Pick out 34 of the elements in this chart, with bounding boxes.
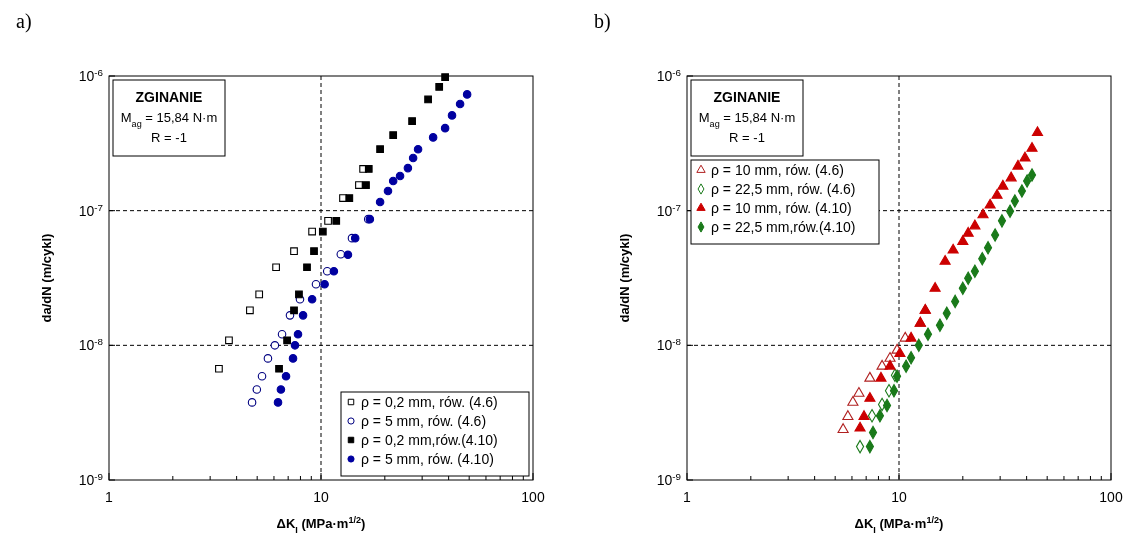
legend-label: ρ = 5 mm, rów. (4.10) [361, 451, 494, 467]
x-tick-label: 100 [1099, 489, 1123, 505]
x-tick-label: 100 [521, 489, 545, 505]
legend-label: ρ = 22,5 mm,rów.(4.10) [711, 219, 856, 235]
annotation: R = -1 [729, 130, 765, 145]
annotation: ZGINANIE [135, 89, 203, 105]
legend-label: ρ = 5 mm, rów. (4.6) [361, 413, 487, 429]
y-axis-title: da/dN (m/cykl) [39, 233, 54, 323]
x-tick-label: 10 [891, 489, 907, 505]
y-tick-label: 10$^{-6}$ [78, 66, 104, 84]
y-tick-label: 10$^{-9}$ [656, 470, 681, 488]
legend-label: ρ = 10 mm, rów. (4.10) [711, 200, 852, 216]
y-tick-label: 10$^{-8}$ [78, 335, 104, 354]
annotation: R = -1 [151, 130, 187, 145]
x-tick-label: 1 [683, 489, 692, 505]
legend-label: ρ = 10 mm, rów. (4.6) [711, 162, 844, 178]
legend-label: ρ = 0,2 mm, rów. (4.6) [361, 394, 498, 410]
legend-label: ρ = 0,2 mm,rów.(4.10) [361, 432, 498, 448]
y-tick-label: 10$^{-7}$ [656, 201, 681, 219]
chart-title: b) [594, 10, 611, 33]
chart-title: a) [16, 10, 32, 33]
y-tick-label: 10$^{-8}$ [656, 335, 682, 354]
y-tick-label: 10$^{-7}$ [78, 201, 103, 219]
annotation: M$_{ag}$ = 15,84 N·m [120, 110, 218, 129]
x-axis-title: ΔK$_{I}$ (MPa·m$^{1/2}$) [854, 515, 944, 535]
x-tick-label: 10 [313, 489, 329, 505]
annotation: M$_{ag}$ = 15,84 N·m [698, 110, 796, 129]
legend-label: ρ = 22,5 mm, rów. (4.6) [711, 181, 856, 197]
x-tick-label: 1 [105, 489, 114, 505]
y-tick-label: 10$^{-9}$ [78, 470, 103, 488]
annotation: ZGINANIE [713, 89, 781, 105]
x-axis-title: ΔK$_{I}$ (MPa·m$^{1/2}$) [276, 515, 366, 535]
y-tick-label: 10$^{-6}$ [656, 66, 682, 84]
y-axis-title: da/dN (m/cykl) [617, 233, 632, 323]
